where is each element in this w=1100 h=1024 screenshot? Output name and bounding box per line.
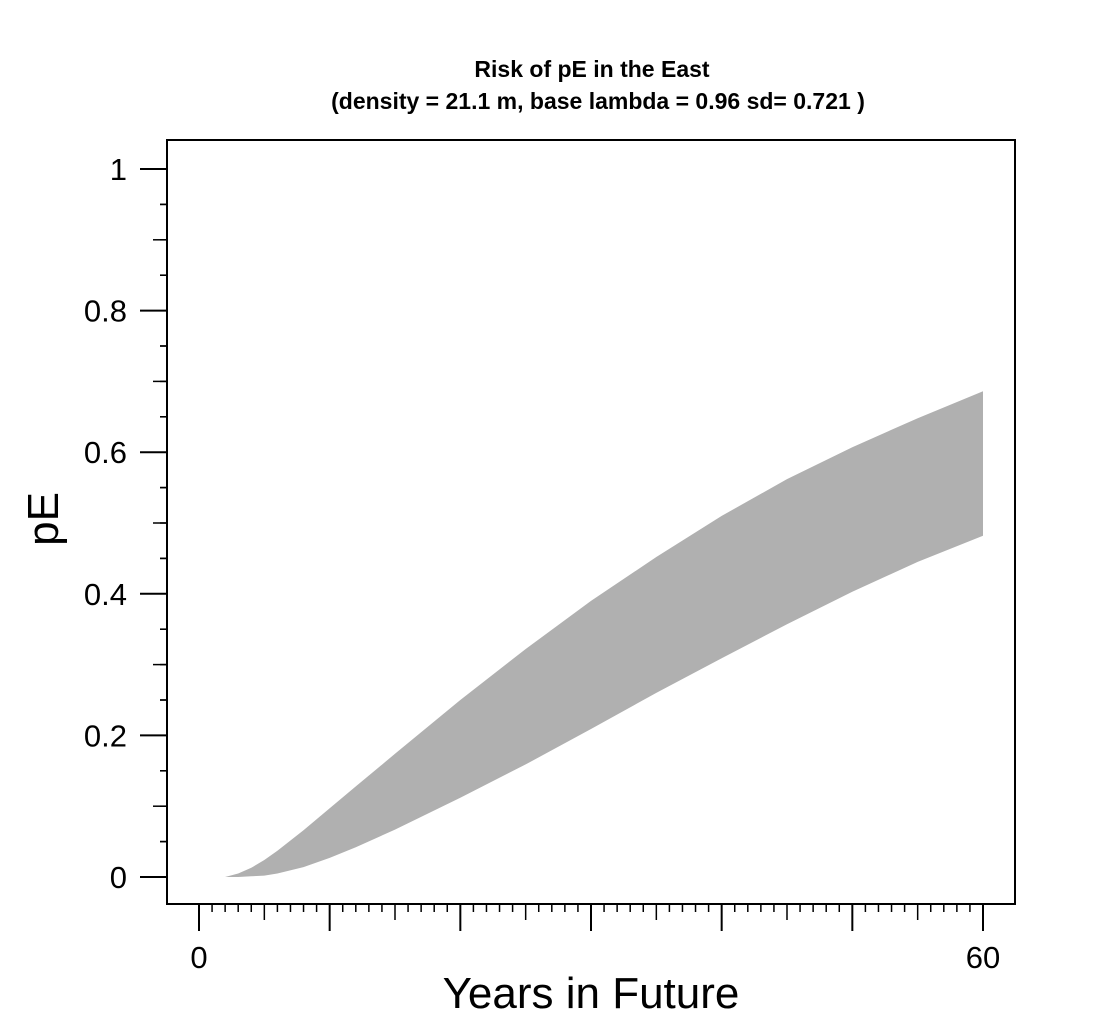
x-tick-label: 0: [190, 940, 207, 975]
y-tick-label: 1: [110, 152, 127, 187]
chart-title: Risk of pE in the East: [474, 56, 709, 82]
y-axis: 0 0.2 0.4 0.6 0.8 1: [84, 152, 167, 895]
x-axis-label: Years in Future: [443, 969, 740, 1018]
chart-subtitle: (density = 21.1 m, base lambda = 0.96 sd…: [331, 88, 865, 114]
y-tick-label: 0.2: [84, 718, 127, 753]
y-tick-label: 0: [110, 860, 127, 895]
y-tick-label: 0.8: [84, 294, 127, 329]
x-axis: 0 60: [190, 904, 1000, 975]
y-tick-label: 0.6: [84, 435, 127, 470]
y-axis-label: pE: [19, 492, 68, 546]
y-tick-label: 0.4: [84, 577, 127, 612]
x-tick-label: 60: [966, 940, 1000, 975]
risk-band-0: [225, 391, 984, 877]
band-layer: [225, 391, 984, 877]
